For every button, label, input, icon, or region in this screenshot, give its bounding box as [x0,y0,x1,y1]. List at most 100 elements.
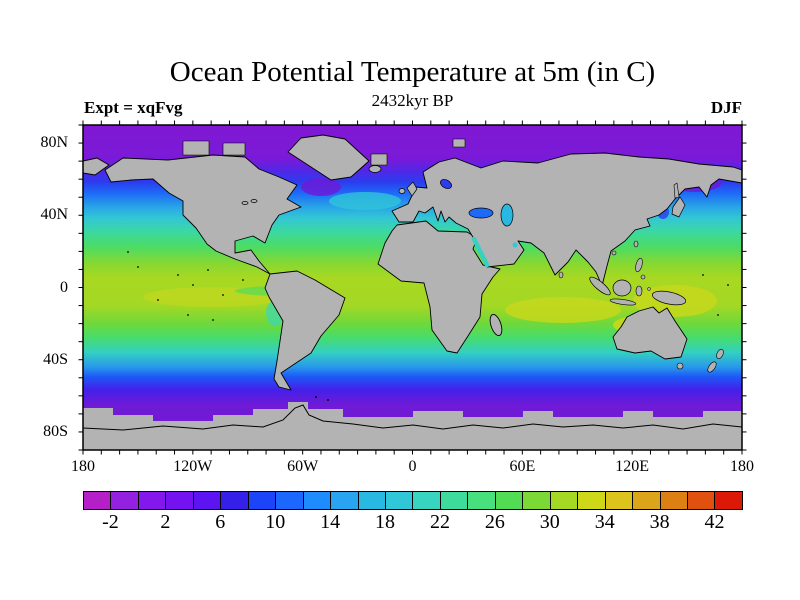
colorbar-tick-label: 22 [429,511,450,533]
borneo [612,279,632,297]
sumatra [589,276,611,296]
colorbar-tick-label: 38 [649,511,670,533]
new-guinea [651,290,687,306]
colorbar-tick-label: 18 [375,511,396,533]
mindanao [640,274,646,280]
australia [612,306,688,360]
japan [671,196,686,218]
colorbar-cell [303,492,332,509]
moluccas [647,287,651,291]
map-border [82,124,743,451]
south-america [264,270,346,391]
inland-seas [440,179,518,268]
svalbard [452,138,466,148]
colorbar-cell [166,492,194,509]
colorbar-cell [193,492,222,509]
colorbar-cell [687,492,716,509]
colorbar-cell [331,492,359,509]
x-tick-label: 180 [71,458,95,475]
colorbar-cell [248,492,277,509]
colorbar-tick-label: -2 [102,511,119,533]
arctic-ice-block [222,142,246,156]
season-label: DJF [710,98,742,117]
colorbar-tick-label: 10 [265,511,286,533]
colorbar-cell [523,492,551,509]
x-tick-label: 180 [730,458,754,475]
longitude-axis-labels: 180 120W 60W 0 60E 120E 180 [71,457,754,477]
colorbar-cell [138,492,167,509]
land-mask [83,134,742,450]
colorbar-cell [358,492,386,509]
new-zealand-south [707,361,717,373]
great-lakes [250,199,258,203]
red-sea [471,236,490,268]
map-plot-area [75,117,750,458]
x-tick-label: 60E [509,458,536,475]
colorbar-cell [550,492,579,509]
colorbar-tick-label: 42 [704,511,725,533]
coastline-details [83,199,742,431]
colorbar-tick-label: 6 [215,511,226,533]
x-tick-label: 120E [615,458,650,475]
colorbar-cell [578,492,606,509]
page-title: Ocean Potential Temperature at 5m (in C) [169,56,656,88]
great-lakes [241,201,249,205]
colorbar-cell [633,492,661,509]
colorbar-cell [468,492,496,509]
sulawesi [635,285,643,297]
colorbar-cell [660,492,688,509]
tasmania [676,362,684,370]
colorbar-tick-label: 14 [320,511,341,533]
sakhalin [673,182,680,199]
colorbar-cell [413,492,441,509]
colorbar-tick-label: 2 [160,511,171,533]
world-map [78,120,747,455]
colorbar-cell [715,492,742,509]
hainan [611,250,617,256]
colorbar-cell [385,492,414,509]
black-sea [468,207,494,219]
temperature-colorbar [83,491,743,510]
eurasia [391,152,742,287]
experiment-label: Expt = xqFvg [84,98,183,117]
plot-subtitle: 2432kyr BP [371,91,454,110]
y-tick-label: 40S [43,350,68,368]
colorbar-cell [495,492,524,509]
colorbar-tick-labels: -2 2 6 10 14 18 22 26 30 34 38 42 [83,510,742,536]
chukotka [83,157,110,176]
ireland [398,188,406,194]
great-britain [406,181,418,197]
latitude-axis-labels: 80N 40N 0 40S 80S [0,125,74,450]
y-tick-label: 80S [43,422,68,440]
new-zealand-north [716,348,724,360]
y-tick-label: 40N [40,206,68,224]
colorbar-tick-label: 30 [539,511,560,533]
colorbar-cell [605,492,634,509]
y-tick-label: 80N [40,134,68,152]
caspian-sea [500,203,514,227]
colorbar-tick-label: 26 [484,511,505,533]
antarctica-coastline [83,404,742,431]
x-tick-label: 0 [408,458,417,475]
pacific-islands [127,251,729,401]
colorbar-cell [84,492,112,509]
arctic-ice-block [182,140,210,156]
persian-gulf [512,242,518,248]
colorbar-cell [440,492,469,509]
x-tick-label: 60W [287,458,319,475]
colorbar-cell [276,492,304,509]
antarctica-ice [83,402,742,450]
greenland [287,134,370,181]
java [609,298,637,306]
arctic-ice-block [370,153,388,166]
iceland [368,165,382,173]
taiwan [633,240,639,248]
colorbar-cell [111,492,139,509]
philippines [635,257,643,273]
baltic-sea [440,179,452,189]
y-tick-label: 0 [60,278,68,296]
madagascar [489,313,503,337]
colorbar-tick-label: 34 [594,511,615,533]
north-america [104,154,302,275]
